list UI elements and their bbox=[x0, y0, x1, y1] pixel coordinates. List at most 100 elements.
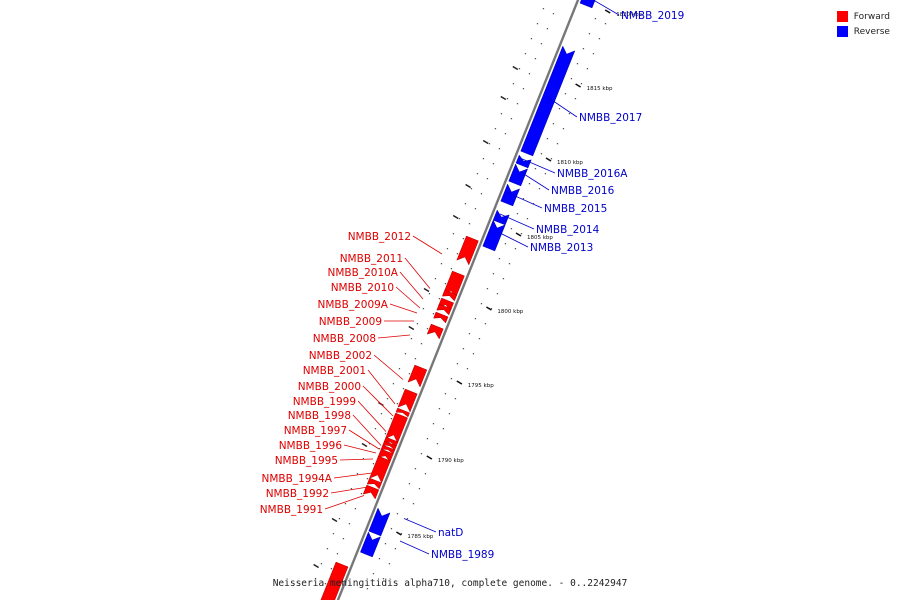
gene-arrow[interactable] bbox=[395, 407, 410, 418]
gene-label[interactable]: NMBB_1996 bbox=[279, 440, 343, 452]
gene-feature-nmbb_2009a[interactable] bbox=[436, 303, 452, 316]
gene-arrow[interactable] bbox=[520, 45, 576, 157]
gc-dot bbox=[368, 443, 371, 445]
gene-feature-nmbb_2000[interactable] bbox=[395, 407, 410, 418]
gene-arrow[interactable] bbox=[500, 183, 521, 207]
gc-dot bbox=[522, 198, 525, 200]
gene-feature-nmbb_2014[interactable] bbox=[492, 209, 510, 226]
gene-arrow[interactable] bbox=[433, 311, 449, 324]
gc-dot bbox=[486, 288, 489, 290]
gene-label[interactable]: NMBB_2010 bbox=[331, 282, 394, 294]
gc-dot bbox=[462, 348, 465, 350]
gene-features[interactable] bbox=[319, 0, 597, 600]
gc-dot bbox=[562, 128, 565, 130]
gene-feature-nmbb_2008[interactable] bbox=[426, 323, 444, 340]
gene-arrow[interactable] bbox=[377, 448, 394, 463]
gene-leader-line bbox=[399, 271, 424, 300]
gene-feature-natd[interactable] bbox=[368, 507, 391, 537]
gene-label[interactable]: NMBB_2012 bbox=[348, 231, 411, 243]
gene-label[interactable]: NMBB_2002 bbox=[309, 350, 372, 362]
gene-label[interactable]: NMBB_1999 bbox=[293, 396, 356, 408]
gene-label[interactable]: NMBB_2014 bbox=[536, 224, 600, 236]
gene-feature-partial[interactable] bbox=[319, 561, 349, 600]
gene-label[interactable]: NMBB_2008 bbox=[313, 333, 376, 345]
gc-dot bbox=[372, 573, 375, 575]
gene-leader-line bbox=[377, 334, 411, 339]
gc-dot bbox=[408, 483, 411, 485]
gene-feature-nmbb_2017[interactable] bbox=[520, 45, 576, 157]
gene-feature-nmbb_2009[interactable] bbox=[433, 311, 449, 324]
gene-arrow[interactable] bbox=[397, 388, 418, 413]
gene-label[interactable]: NMBB_2009A bbox=[318, 299, 389, 311]
gc-dot bbox=[454, 398, 457, 400]
gene-label[interactable]: NMBB_2017 bbox=[579, 112, 642, 124]
gene-label[interactable]: NMBB_2016A bbox=[557, 168, 628, 180]
gene-arrow[interactable] bbox=[508, 163, 529, 187]
gene-arrow[interactable] bbox=[382, 440, 397, 451]
gene-feature-nmbb_1989[interactable] bbox=[360, 531, 381, 558]
gene-feature-nmbb_1996[interactable] bbox=[380, 444, 396, 455]
gene-feature-nmbb_2015[interactable] bbox=[500, 183, 521, 207]
gene-feature-nmbb_2016[interactable] bbox=[508, 163, 529, 187]
gene-feature-nmbb_2016a[interactable] bbox=[515, 154, 532, 169]
gene-arrow[interactable] bbox=[456, 235, 479, 266]
gene-label[interactable]: NMBB_1997 bbox=[284, 425, 347, 437]
gc-dot bbox=[456, 253, 459, 255]
gene-feature-nmbb_2019[interactable] bbox=[579, 0, 597, 9]
gene-arrow[interactable] bbox=[426, 323, 444, 340]
gene-feature-nmbb_2001[interactable] bbox=[397, 388, 418, 413]
gene-feature-nmbb_2010a[interactable] bbox=[442, 289, 458, 302]
gene-label[interactable]: NMBB_1995 bbox=[275, 455, 338, 467]
gene-label[interactable]: NMBB_2013 bbox=[530, 242, 593, 254]
gene-feature-nmbb_1999[interactable] bbox=[385, 412, 408, 444]
gene-feature-nmbb_2012[interactable] bbox=[456, 235, 479, 266]
gene-feature-nmbb_2002[interactable] bbox=[407, 364, 428, 388]
gene-arrow[interactable] bbox=[362, 484, 380, 500]
gene-label[interactable]: NMBB_1991 bbox=[260, 504, 323, 516]
gene-label[interactable]: NMBB_2009 bbox=[319, 316, 382, 328]
gene-feature-nmbb_1997[interactable] bbox=[382, 440, 397, 451]
gene-label[interactable]: NMBB_1989 bbox=[431, 549, 494, 561]
gene-arrow[interactable] bbox=[380, 444, 396, 455]
gene-arrow[interactable] bbox=[442, 289, 458, 302]
gc-dot bbox=[510, 228, 513, 230]
gene-label[interactable]: NMBB_2000 bbox=[298, 381, 361, 393]
gc-dot bbox=[558, 108, 561, 110]
gene-arrow[interactable] bbox=[360, 531, 381, 558]
gene-arrow[interactable] bbox=[515, 154, 532, 169]
gene-label[interactable]: NMBB_2001 bbox=[303, 365, 366, 377]
gc-dot bbox=[532, 203, 535, 205]
gene-label[interactable]: natD bbox=[438, 527, 463, 539]
gene-arrow[interactable] bbox=[369, 455, 391, 484]
gc-dot bbox=[384, 433, 387, 435]
gene-feature-nmbb_1992[interactable] bbox=[366, 477, 382, 490]
forward-swatch bbox=[836, 11, 848, 22]
gene-feature-nmbb_1991[interactable] bbox=[362, 484, 380, 500]
gene-feature-nmbb_1994a[interactable] bbox=[369, 455, 391, 484]
gc-dot bbox=[482, 158, 485, 160]
gene-label[interactable]: NMBB_2011 bbox=[340, 253, 403, 265]
gene-arrow[interactable] bbox=[319, 561, 349, 600]
gene-label[interactable]: NMBB_1994A bbox=[262, 473, 333, 485]
gc-dot bbox=[474, 318, 477, 320]
gene-arrow[interactable] bbox=[436, 303, 452, 316]
gene-label[interactable]: NMBB_1992 bbox=[266, 488, 329, 500]
gene-feature-nmbb_1995[interactable] bbox=[377, 448, 394, 463]
gc-dot bbox=[498, 258, 501, 260]
gene-label[interactable]: NMBB_2019 bbox=[621, 10, 684, 22]
gc-dot bbox=[534, 58, 537, 60]
gene-arrow[interactable] bbox=[482, 219, 506, 252]
gene-feature-nmbb_2013[interactable] bbox=[482, 219, 506, 252]
gene-arrow[interactable] bbox=[366, 477, 382, 490]
gene-label[interactable]: NMBB_1998 bbox=[288, 410, 351, 422]
gene-label[interactable]: NMBB_2016 bbox=[551, 185, 615, 197]
gene-arrow[interactable] bbox=[492, 209, 510, 226]
gene-label[interactable]: NMBB_2010A bbox=[328, 267, 399, 279]
gene-arrow[interactable] bbox=[579, 0, 597, 9]
gene-label[interactable]: NMBB_2015 bbox=[544, 203, 607, 215]
gene-arrow[interactable] bbox=[385, 412, 408, 444]
gene-arrow[interactable] bbox=[368, 507, 391, 537]
gc-dot bbox=[450, 268, 453, 270]
gene-arrow[interactable] bbox=[407, 364, 428, 388]
